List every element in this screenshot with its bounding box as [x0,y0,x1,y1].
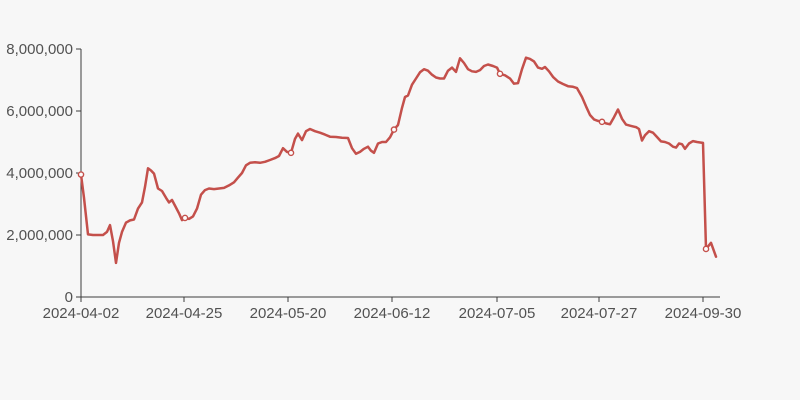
marker-2024-04-25 [181,214,189,222]
x-axis-label: 2024-05-20 [250,305,327,322]
y-axis-label: 2,000,000 [6,227,73,244]
marker-2024-05-20 [287,149,295,157]
x-axis-label: 2024-06-12 [354,305,431,322]
x-axis-label: 2024-07-27 [561,305,638,322]
axis-lines [80,49,720,298]
y-axis-label: 8,000,000 [6,41,73,58]
x-axis-label: 2024-07-05 [459,305,536,322]
marker-2024-09-30 [702,245,710,253]
y-axis-label: 0 [65,289,73,306]
y-axis-label: 6,000,000 [6,103,73,120]
series-line [79,56,718,265]
x-axis-label: 2024-09-30 [665,305,742,322]
marker-2024-07-27 [598,118,606,126]
y-axis-label: 4,000,000 [6,165,73,182]
marker-2024-07-05 [496,70,504,78]
marker-2024-06-12 [390,126,398,133]
x-axis-label: 2024-04-02 [43,305,120,322]
marker-2024-04-02 [77,171,85,178]
x-axis-label: 2024-04-25 [146,305,223,322]
